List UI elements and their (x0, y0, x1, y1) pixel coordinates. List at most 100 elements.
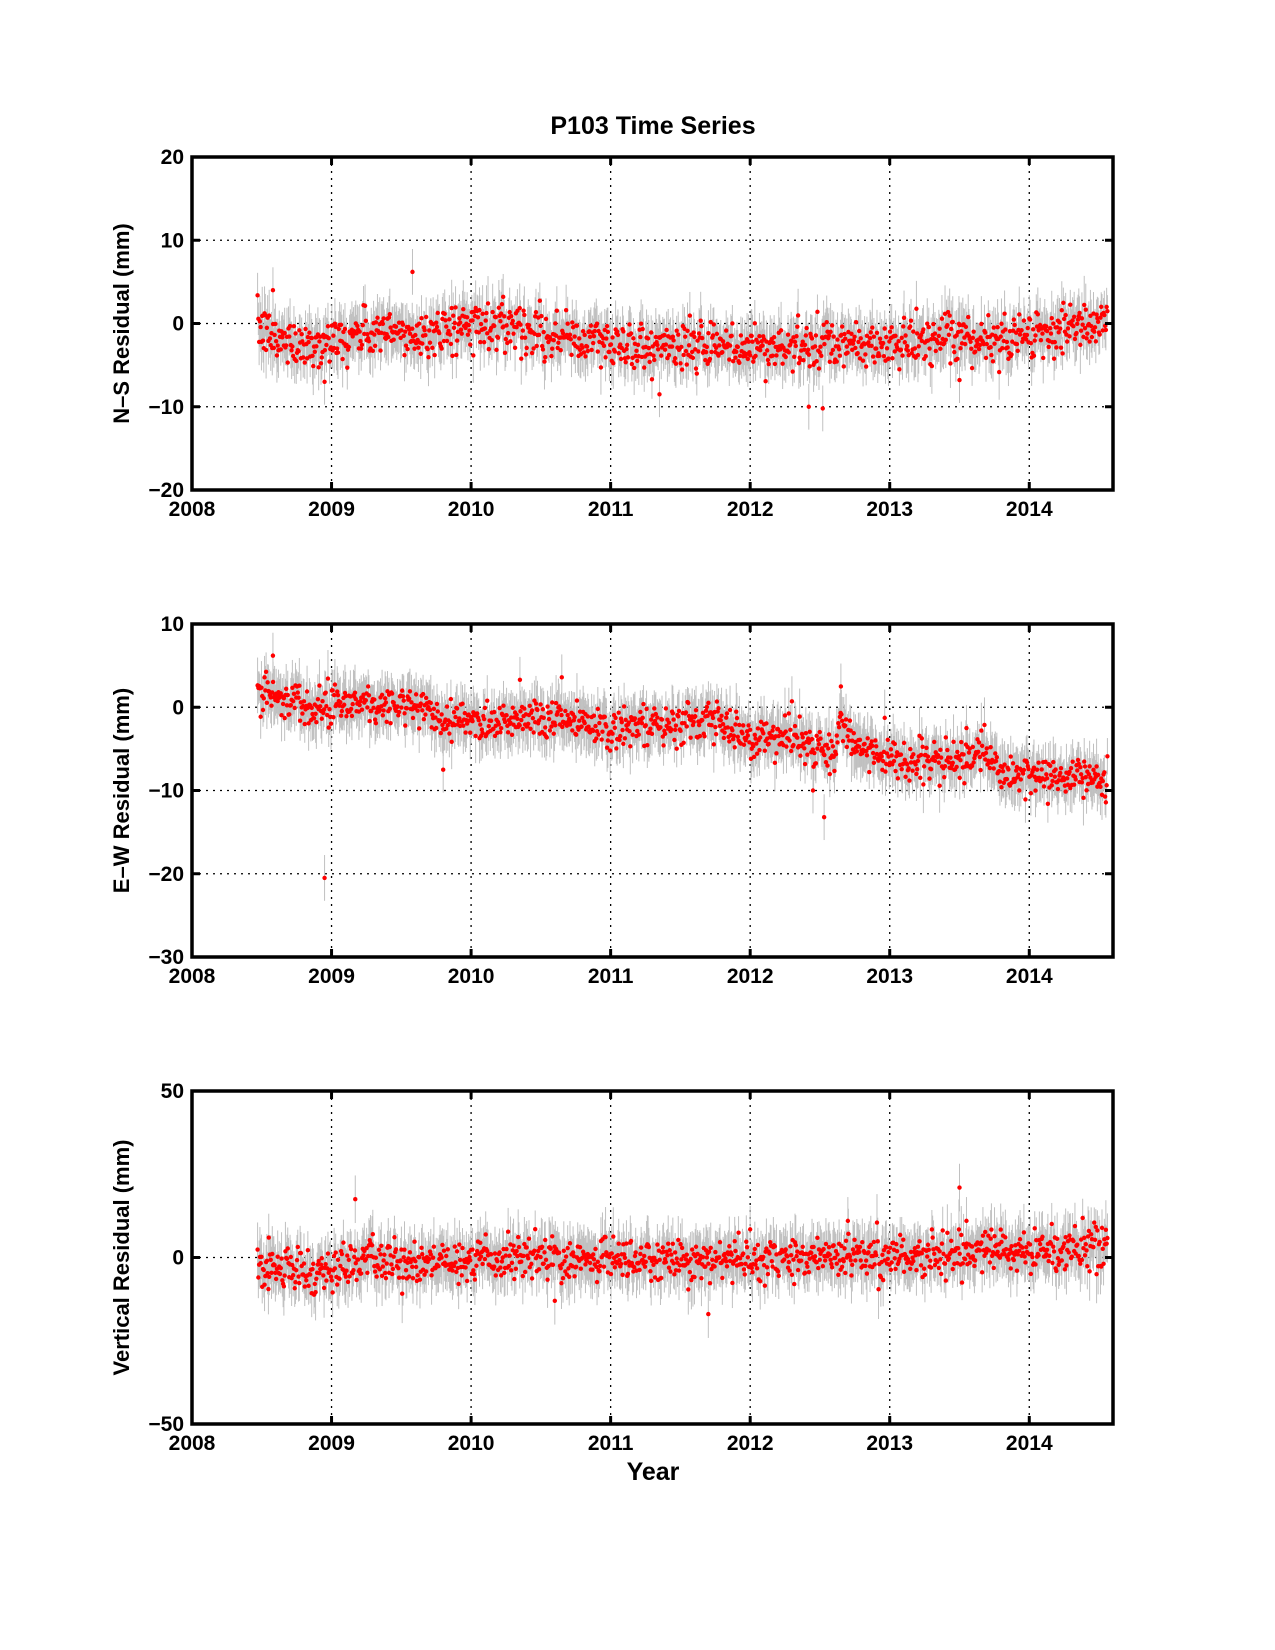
data-point (662, 332, 667, 338)
data-point (540, 347, 546, 352)
data-point (966, 314, 971, 320)
data-point (464, 721, 470, 726)
data-point (1058, 326, 1063, 331)
data-point (1032, 338, 1037, 343)
data-point (870, 325, 875, 330)
data-point (372, 717, 378, 722)
data-point (1091, 767, 1096, 773)
data-point (470, 718, 475, 724)
data-point (592, 328, 597, 334)
data-point (1037, 322, 1043, 328)
data-point (454, 706, 460, 711)
data-point (817, 729, 822, 735)
data-point (401, 333, 406, 339)
data-point (843, 336, 848, 341)
data-point (1002, 762, 1007, 767)
data-point (263, 669, 269, 674)
data-point (738, 333, 744, 338)
data-point (872, 360, 877, 365)
data-point (839, 324, 845, 329)
data-point (344, 714, 349, 719)
data-point (1078, 765, 1083, 770)
data-point (358, 338, 363, 344)
data-point (897, 367, 902, 372)
data-point (601, 343, 607, 349)
data-point (590, 340, 596, 346)
data-point (387, 706, 393, 712)
data-point (1050, 778, 1055, 784)
data-point (1075, 321, 1080, 327)
data-point (490, 309, 495, 315)
data-points (255, 269, 1110, 411)
data-point (1034, 767, 1040, 772)
data-point (478, 321, 484, 327)
data-point (621, 329, 626, 334)
data-point (954, 764, 959, 770)
data-point (508, 339, 513, 344)
data-point (335, 350, 341, 355)
data-point (943, 337, 949, 343)
data-point (290, 344, 295, 349)
data-point (825, 329, 830, 334)
data-point (371, 705, 376, 711)
data-point (727, 343, 733, 348)
data-point (465, 332, 471, 337)
data-point (543, 725, 548, 730)
data-point (703, 708, 709, 713)
data-point (843, 717, 849, 722)
y-axis-label: N–S Residual (mm) (109, 223, 134, 424)
data-point (969, 346, 974, 351)
data-point (296, 348, 301, 354)
data-point (290, 698, 296, 704)
data-point (827, 359, 833, 365)
data-point (589, 347, 594, 353)
data-point (683, 710, 689, 715)
data-point (365, 705, 370, 710)
data-point (539, 313, 544, 319)
data-point (258, 714, 263, 719)
data-point (570, 728, 575, 733)
data-point (366, 693, 372, 698)
data-point (539, 343, 545, 349)
x-tick-label: 2012 (727, 965, 774, 988)
data-point (1104, 783, 1109, 788)
data-point (624, 346, 629, 352)
data-point (631, 336, 636, 341)
data-point (904, 762, 910, 767)
data-point (1088, 775, 1093, 780)
data-point (938, 346, 943, 351)
data-point (457, 716, 462, 721)
data-point (524, 345, 529, 351)
data-point (580, 329, 586, 334)
data-point (391, 337, 396, 342)
data-point (521, 308, 526, 313)
data-point (871, 760, 877, 766)
data-point (309, 705, 314, 711)
data-point (868, 330, 873, 335)
data-point (260, 707, 266, 713)
data-point (814, 733, 819, 739)
y-tick-label: −10 (148, 780, 184, 803)
data-point (895, 776, 901, 781)
data-point (757, 333, 762, 339)
data-point (313, 711, 318, 717)
data-point (666, 352, 672, 358)
data-point (807, 729, 812, 734)
data-point (412, 346, 417, 351)
data-point (635, 720, 641, 726)
data-point (841, 364, 846, 369)
data-point (978, 767, 983, 773)
data-point (1102, 794, 1108, 799)
data-point (492, 323, 497, 329)
data-point (714, 699, 720, 704)
data-point (533, 309, 539, 315)
data-point (540, 707, 546, 712)
data-point (991, 325, 996, 330)
data-point (538, 702, 543, 707)
data-point (733, 355, 738, 360)
data-point (1054, 345, 1059, 350)
data-point (448, 696, 454, 702)
data-point (762, 748, 768, 753)
data-point (906, 766, 911, 771)
data-point (522, 312, 527, 318)
